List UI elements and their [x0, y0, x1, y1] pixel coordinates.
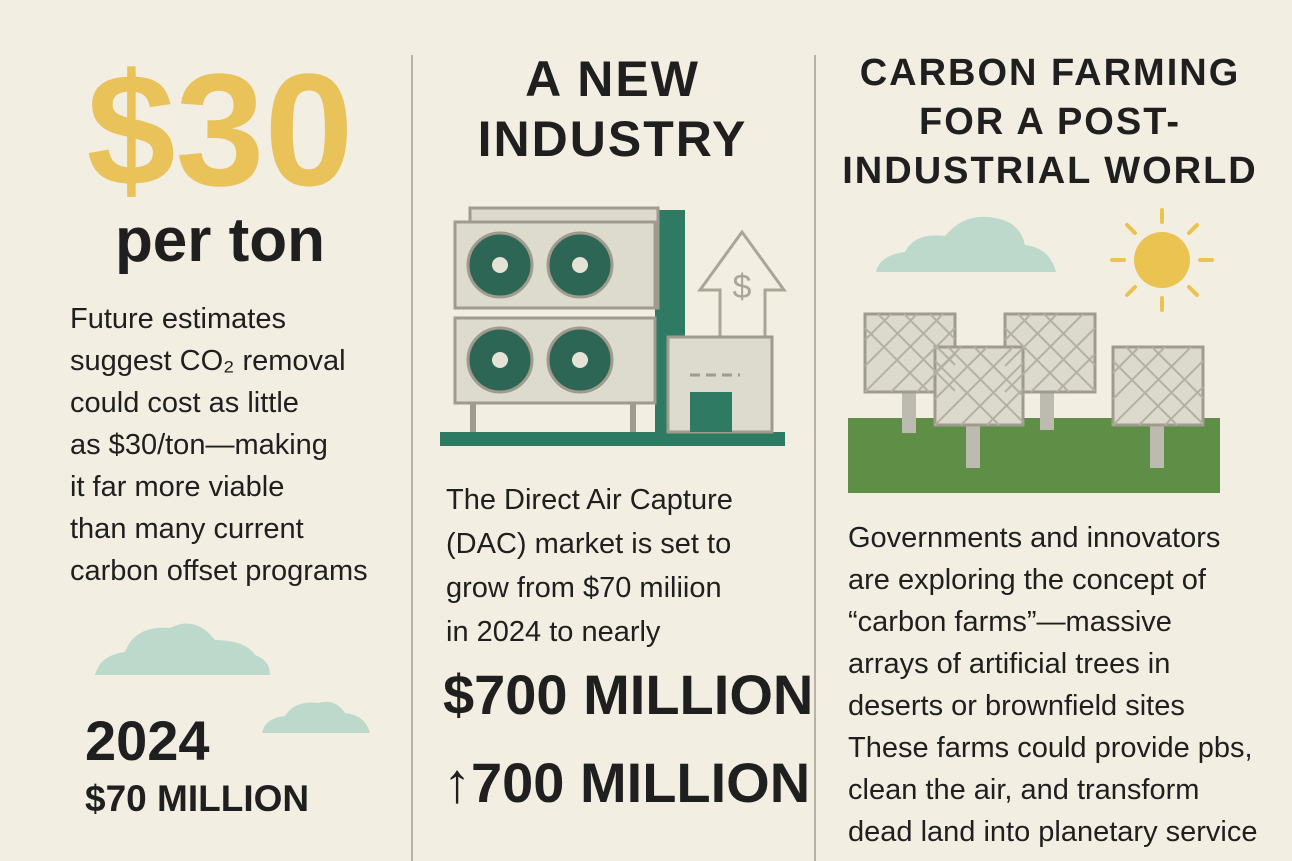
- year: 2024: [85, 709, 210, 772]
- highlight-text: $700 MILLION: [443, 663, 814, 726]
- body-line: grow from $70 miliion: [446, 572, 722, 604]
- body-line: arrays of artificial trees in: [848, 648, 1171, 680]
- body-line: are exploring the concept of: [848, 564, 1206, 596]
- body-line: (DAC) market is set to: [446, 528, 732, 560]
- farm-illustration: [848, 208, 1220, 493]
- price: $30: [86, 40, 354, 219]
- title-line: CARBON FARMING: [859, 52, 1241, 94]
- dac-illustration: $: [440, 206, 787, 446]
- highlight-text: ↑700 MILLION: [443, 751, 811, 814]
- body-line: These farms could provide pbs,: [848, 732, 1253, 764]
- highlight: $700 MILLION: [443, 662, 813, 727]
- divider: [411, 55, 413, 861]
- body-line: Future estimates: [70, 303, 286, 335]
- title-line: INDUSTRY: [477, 111, 748, 167]
- body-line: deserts or brownfield sites: [848, 690, 1185, 722]
- title-line: INDUSTRIAL WORLD: [842, 150, 1258, 192]
- body-line: Governments and innovators: [848, 522, 1221, 554]
- body-line: it far more viable: [70, 471, 285, 503]
- body-line: dead land into planetary service: [848, 816, 1258, 848]
- price-unit: per ton: [114, 206, 326, 275]
- body-line: than many current: [70, 513, 304, 545]
- body-line: The Direct Air Capture: [446, 484, 733, 516]
- body-line: in 2024 to nearly: [446, 616, 661, 648]
- body-line: as $30/ton—making: [70, 429, 328, 461]
- title-line: FOR A POST-: [919, 101, 1181, 143]
- svg-text:$: $: [733, 268, 752, 306]
- amount: $70 MILLION: [85, 778, 310, 819]
- body-line: could cost as little: [70, 387, 299, 419]
- body-line: “carbon farms”—massive: [848, 606, 1172, 638]
- highlight: ↑700 MILLION: [443, 750, 810, 815]
- divider: [814, 55, 816, 861]
- body-line: carbon offset programs: [70, 555, 368, 587]
- clouds: [95, 623, 370, 733]
- title-line: A NEW: [525, 51, 700, 107]
- body-line: suggest CO₂ removal: [70, 345, 346, 377]
- body-line: clean the air, and transform: [848, 774, 1200, 806]
